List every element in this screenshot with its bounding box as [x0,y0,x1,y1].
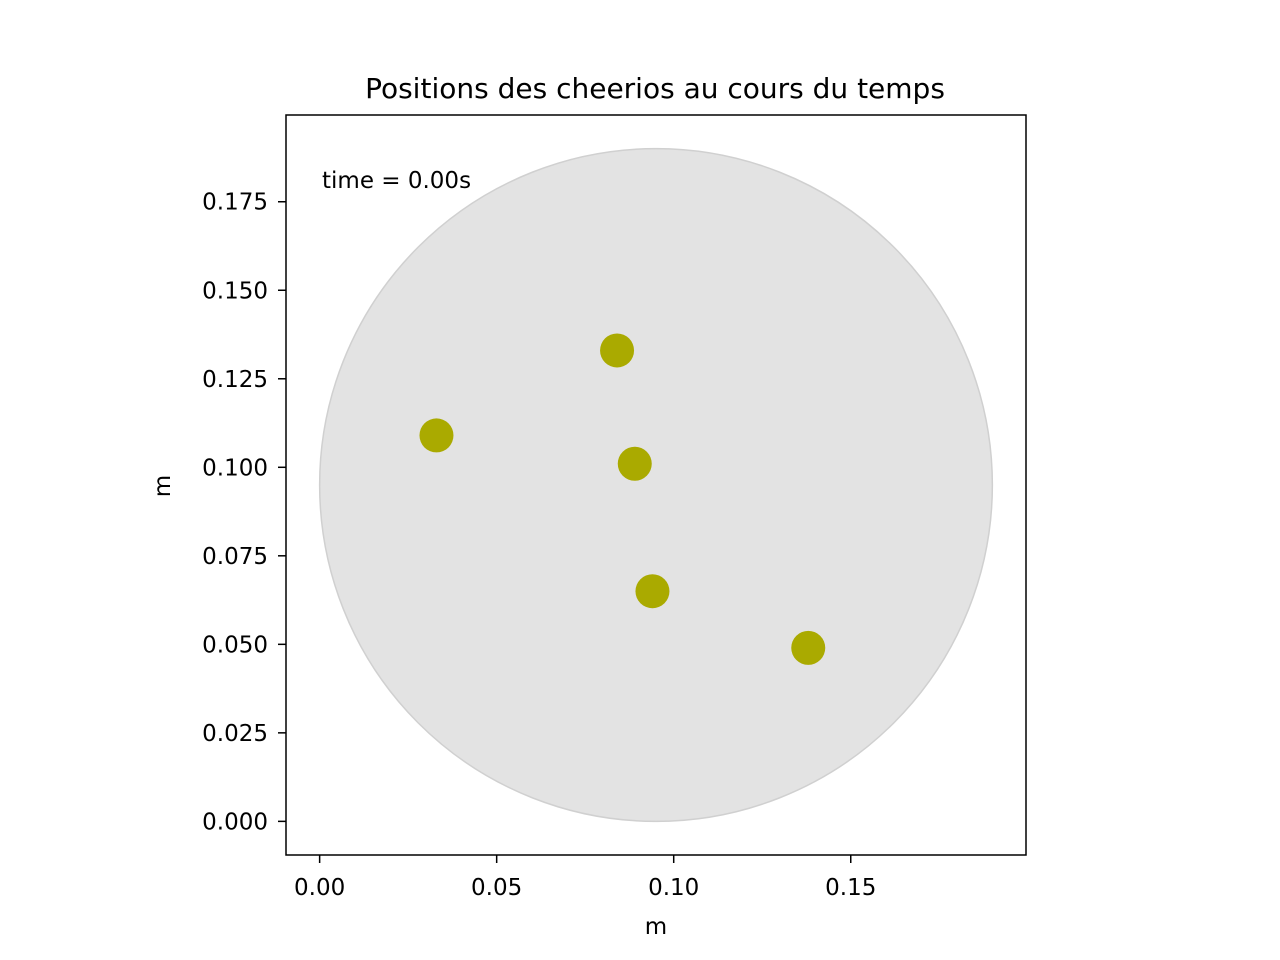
y-axis-label: m [150,475,176,497]
x-tick-label: 0.10 [648,875,699,901]
container-disc [318,147,994,823]
plot-area [318,147,994,823]
y-tick-label: 0.075 [202,544,268,570]
y-tick-label: 0.125 [202,367,268,393]
axes-frame [285,114,1027,856]
x-tick-label: 0.15 [825,875,876,901]
cheerio-point [617,446,652,481]
cheerio-point [600,333,635,368]
chart-title: Positions des cheerios au cours du temps [365,72,945,105]
cheerio-point [635,574,670,609]
y-axis: 0.000 0.025 0.050 0.075 0.100 0.125 0.150 0.175 [202,190,286,835]
cheerio-point [419,418,454,453]
x-axis-label: m [645,914,667,940]
cheerio-point [791,630,826,665]
x-axis: 0.00 0.05 0.10 0.15 [294,855,876,901]
y-tick-label: 0.100 [202,455,268,481]
y-tick-label: 0.025 [202,721,268,747]
y-tick-label: 0.050 [202,632,268,658]
x-tick-label: 0.05 [471,875,522,901]
time-annotation: time = 0.00s [322,168,471,194]
x-tick-label: 0.00 [294,875,345,901]
y-tick-label: 0.150 [202,278,268,304]
y-tick-label: 0.175 [202,190,268,216]
y-tick-label: 0.000 [202,809,268,835]
